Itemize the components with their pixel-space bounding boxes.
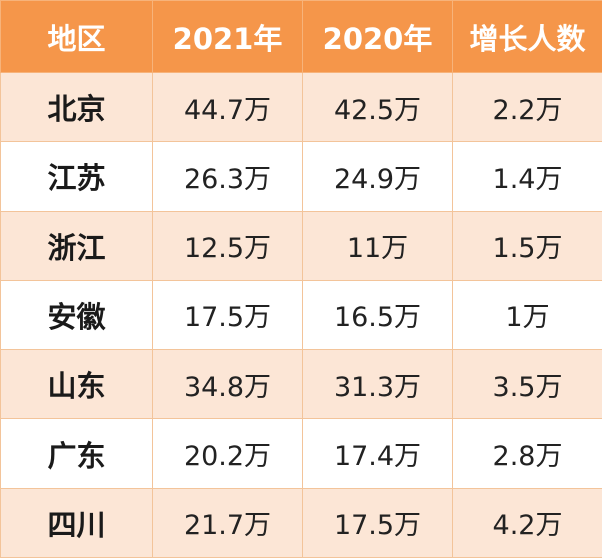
cell-region: 江苏 — [0, 141, 153, 212]
table-row: 北京 44.7万 42.5万 2.2万 — [0, 71, 602, 143]
header-2021: 2021年 — [152, 0, 303, 73]
cell-region: 浙江 — [0, 210, 153, 281]
table-row: 浙江 12.5万 11万 1.5万 — [0, 210, 602, 281]
table-header-row: 地区 2021年 2020年 增长人数 — [0, 0, 602, 73]
cell-growth: 1.5万 — [452, 210, 602, 281]
cell-2021: 20.2万 — [152, 418, 303, 489]
cell-2020: 16.5万 — [302, 279, 453, 351]
cell-region: 北京 — [0, 71, 153, 143]
cell-2020: 17.4万 — [302, 418, 453, 489]
cell-growth: 3.5万 — [452, 349, 602, 420]
cell-2021: 34.8万 — [152, 349, 303, 420]
cell-region: 安徽 — [0, 279, 153, 351]
cell-region: 广东 — [0, 418, 153, 489]
table-row: 四川 21.7万 17.5万 4.2万 — [0, 487, 602, 558]
cell-2021: 21.7万 — [152, 487, 303, 558]
cell-2020: 42.5万 — [302, 71, 453, 143]
table-row: 安徽 17.5万 16.5万 1万 — [0, 279, 602, 351]
cell-region: 山东 — [0, 349, 153, 420]
cell-growth: 4.2万 — [452, 487, 602, 558]
header-2020: 2020年 — [302, 0, 453, 73]
cell-growth: 2.8万 — [452, 418, 602, 489]
cell-2020: 17.5万 — [302, 487, 453, 558]
cell-2021: 26.3万 — [152, 141, 303, 212]
cell-2021: 17.5万 — [152, 279, 303, 351]
table-row: 山东 34.8万 31.3万 3.5万 — [0, 349, 602, 420]
header-region: 地区 — [0, 0, 153, 73]
cell-2020: 31.3万 — [302, 349, 453, 420]
cell-2021: 44.7万 — [152, 71, 303, 143]
cell-growth: 1万 — [452, 279, 602, 351]
table-row: 广东 20.2万 17.4万 2.8万 — [0, 418, 602, 489]
cell-region: 四川 — [0, 487, 153, 558]
cell-growth: 1.4万 — [452, 141, 602, 212]
cell-2021: 12.5万 — [152, 210, 303, 281]
cell-2020: 24.9万 — [302, 141, 453, 212]
table-row: 江苏 26.3万 24.9万 1.4万 — [0, 141, 602, 212]
cell-2020: 11万 — [302, 210, 453, 281]
header-growth: 增长人数 — [452, 0, 602, 73]
cell-growth: 2.2万 — [452, 71, 602, 143]
